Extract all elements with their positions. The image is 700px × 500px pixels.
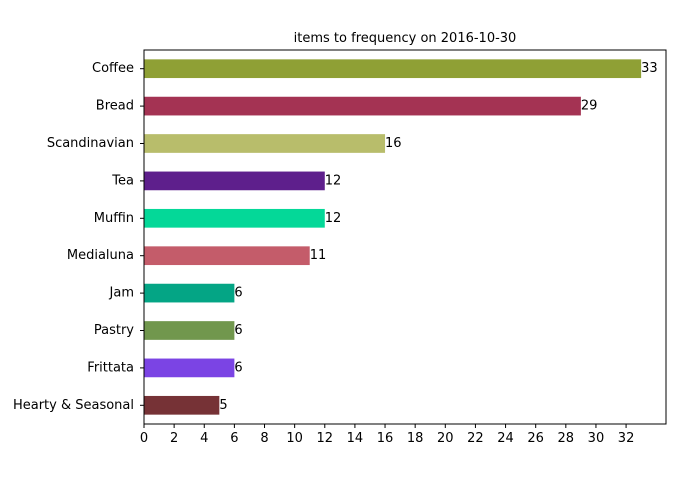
data-labels: 33 29 16 12 12 11 6 6 6 5 <box>219 61 657 413</box>
bar <box>144 59 642 79</box>
x-tick-label: 4 <box>200 431 208 446</box>
x-tick-label: 24 <box>497 431 514 446</box>
data-label: 12 <box>325 173 342 188</box>
y-axis: Coffee Bread Scandinavian Tea Muffin Medialun… <box>13 61 144 413</box>
data-label: 16 <box>385 136 402 151</box>
y-tick-label: Scandinavian <box>47 136 134 151</box>
x-axis: 0 2 4 6 8 10 12 14 16 18 20 22 24 26 28 30 32 <box>140 424 634 446</box>
bar <box>144 96 581 116</box>
y-tick-label: Muffin <box>94 211 134 226</box>
x-tick-label: 14 <box>347 431 364 446</box>
x-tick-label: 16 <box>377 431 394 446</box>
x-tick-label: 28 <box>558 431 575 446</box>
x-tick-label: 2 <box>170 431 178 446</box>
plot-area-frame <box>143 49 667 425</box>
bar <box>144 134 386 153</box>
x-tick-label: 12 <box>317 431 334 446</box>
bars-layer <box>144 59 642 415</box>
data-label: 6 <box>234 323 242 338</box>
data-label: 33 <box>641 61 658 76</box>
y-tick-label: Frittata <box>87 360 134 375</box>
x-tick-label: 26 <box>527 431 544 446</box>
x-tick-label: 6 <box>230 431 238 446</box>
y-tick-label: Coffee <box>92 61 134 76</box>
x-tick-label: 18 <box>407 431 424 446</box>
bar <box>144 321 235 340</box>
data-label: 12 <box>325 211 342 226</box>
data-label: 6 <box>234 286 242 301</box>
x-tick-label: 8 <box>260 431 268 446</box>
x-tick-label: 30 <box>588 431 605 446</box>
data-label: 5 <box>219 398 227 413</box>
x-tick-label: 22 <box>467 431 484 446</box>
x-tick-label: 32 <box>618 431 635 446</box>
data-label: 29 <box>581 99 598 114</box>
y-tick-label: Tea <box>111 173 134 188</box>
bar <box>144 395 220 415</box>
y-tick-label: Hearty & Seasonal <box>13 398 134 413</box>
x-tick-label: 0 <box>140 431 148 446</box>
y-tick-label: Jam <box>109 286 134 301</box>
y-tick-label: Medialuna <box>67 248 134 263</box>
bar <box>144 208 325 228</box>
bar <box>144 246 310 266</box>
x-tick-label: 20 <box>437 431 454 446</box>
data-label: 6 <box>234 360 242 375</box>
y-tick-label: Bread <box>96 99 134 114</box>
data-label: 11 <box>310 248 327 263</box>
x-tick-label: 10 <box>286 431 303 446</box>
bar <box>144 358 235 378</box>
bar <box>144 283 235 303</box>
chart-title: items to frequency on 2016-10-30 <box>294 31 517 46</box>
bar <box>144 171 325 191</box>
y-tick-label: Pastry <box>94 323 134 338</box>
